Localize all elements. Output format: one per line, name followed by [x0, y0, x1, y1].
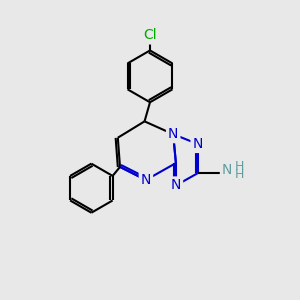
Text: H: H [235, 160, 244, 173]
Text: N: N [168, 127, 178, 141]
Text: N: N [193, 137, 203, 151]
Text: N: N [221, 163, 232, 177]
Text: Cl: Cl [143, 28, 157, 43]
Text: H: H [235, 168, 244, 181]
Text: N: N [171, 178, 181, 193]
Text: N: N [141, 173, 151, 187]
